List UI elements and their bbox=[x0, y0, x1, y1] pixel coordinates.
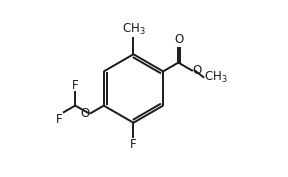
Text: F: F bbox=[130, 138, 137, 151]
Text: F: F bbox=[56, 113, 63, 126]
Text: O: O bbox=[175, 33, 184, 46]
Text: CH$_3$: CH$_3$ bbox=[204, 70, 228, 85]
Text: F: F bbox=[72, 79, 78, 92]
Text: CH$_3$: CH$_3$ bbox=[122, 22, 145, 37]
Text: O: O bbox=[81, 107, 90, 120]
Text: O: O bbox=[193, 64, 202, 77]
